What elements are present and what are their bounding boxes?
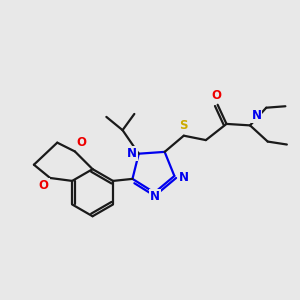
Text: N: N bbox=[251, 109, 262, 122]
Text: O: O bbox=[76, 136, 86, 149]
Text: N: N bbox=[150, 190, 160, 203]
Text: O: O bbox=[39, 179, 49, 192]
Text: N: N bbox=[127, 147, 137, 160]
Text: S: S bbox=[179, 119, 188, 132]
Text: O: O bbox=[211, 89, 221, 102]
Text: N: N bbox=[179, 171, 189, 184]
